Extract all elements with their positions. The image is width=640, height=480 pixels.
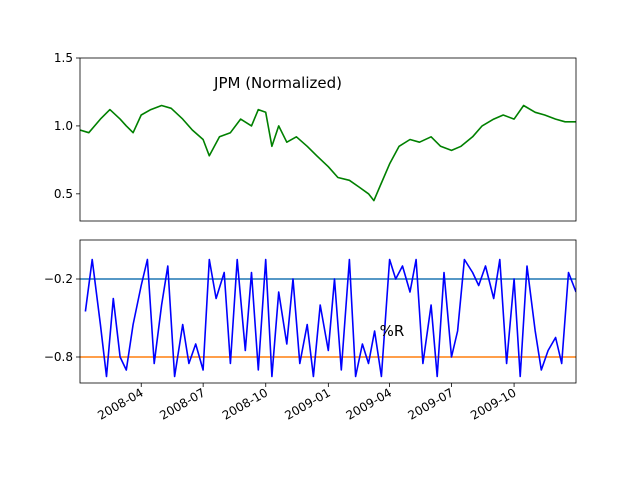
- y-tick-label: 1.5: [54, 51, 73, 65]
- x-tick-label: 2009-10: [468, 385, 518, 422]
- series-line: [80, 104, 576, 202]
- x-tick-label: 2008-07: [157, 385, 207, 422]
- plot-area: [80, 104, 576, 202]
- chart-title: %R: [380, 322, 405, 340]
- price-axes: 0.5 1.0 1.5 JPM (Normalized): [54, 51, 577, 222]
- axes-frame: [79, 57, 577, 222]
- y-tick-label: 1.0: [54, 119, 73, 133]
- x-tick-label: 2009-01: [282, 385, 332, 422]
- williams-r-axes: −0.8 −0.2 %R 2008-04 2008-07 2008-10 2009-01 20…: [44, 239, 577, 423]
- x-tick-label: 2008-10: [220, 385, 270, 422]
- series-line: [84, 258, 576, 378]
- x-tick-label: 2008-04: [95, 385, 145, 422]
- x-tick-label: 2009-07: [406, 385, 456, 422]
- y-tick-label: −0.8: [44, 350, 73, 364]
- y-tick-label: 0.5: [54, 187, 73, 201]
- x-tick-label: 2009-04: [344, 385, 394, 422]
- plot-area: [80, 258, 576, 378]
- y-tick-label: −0.2: [44, 272, 73, 286]
- chart-title: JPM (Normalized): [213, 74, 342, 92]
